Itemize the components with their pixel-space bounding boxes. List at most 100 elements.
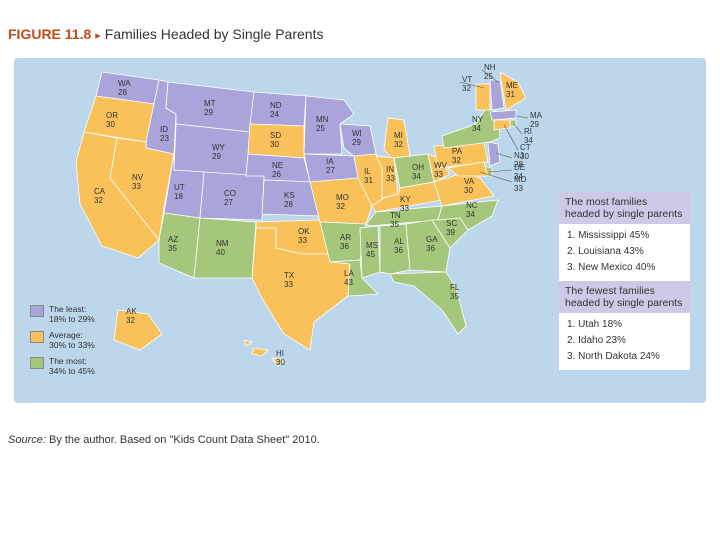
- state-value-mn: 25: [316, 124, 325, 133]
- state-value-id: 23: [160, 134, 169, 143]
- state-abbr-tx: TX: [284, 271, 295, 280]
- legend-item-average: Average: 30% to 33%: [30, 330, 95, 350]
- state-abbr-wy: WY: [212, 143, 226, 152]
- state-value-ga: 36: [426, 244, 435, 253]
- state-abbr-la: LA: [344, 269, 354, 278]
- state-value-de: 34: [514, 172, 523, 181]
- state-abbr-ma: MA: [530, 111, 543, 120]
- state-abbr-ct: CT: [520, 143, 531, 152]
- state-abbr-co: CO: [224, 189, 236, 198]
- state-abbr-tn: TN: [390, 211, 401, 220]
- state-value-sc: 39: [446, 228, 455, 237]
- state-abbr-nc: NC: [466, 201, 478, 210]
- state-fl: [389, 271, 467, 335]
- state-value-va: 30: [464, 186, 473, 195]
- state-value-in: 33: [386, 174, 395, 183]
- state-abbr-nm: NM: [216, 239, 229, 248]
- state-abbr-fl: FL: [450, 283, 460, 292]
- state-value-md: 33: [514, 184, 523, 193]
- state-value-mi: 32: [394, 140, 403, 149]
- state-value-nc: 34: [466, 210, 475, 219]
- state-abbr-ky: KY: [400, 195, 411, 204]
- state-abbr-mn: MN: [316, 115, 329, 124]
- state-value-sd: 30: [270, 140, 279, 149]
- state-abbr-mo: MO: [336, 193, 349, 202]
- state-abbr-nd: ND: [270, 101, 282, 110]
- state-value-co: 27: [224, 198, 233, 207]
- state-value-ut: 18: [174, 192, 183, 201]
- state-nh: [489, 79, 505, 111]
- state-value-ar: 36: [340, 242, 349, 251]
- state-abbr-ms: MS: [366, 241, 378, 250]
- state-value-ks: 28: [284, 200, 293, 209]
- fewest-families-item: 3. North Dakota 24%: [567, 351, 660, 362]
- state-nj: [487, 141, 501, 167]
- state-value-ma: 29: [530, 120, 539, 129]
- fewest-families-list: 1. Utah 18% 2. Idaho 23% 3. North Dakota…: [559, 313, 690, 370]
- state-abbr-az: AZ: [168, 235, 178, 244]
- state-la: [329, 259, 379, 297]
- source-text: By the author. Based on "Kids Count Data…: [45, 434, 320, 446]
- state-value-nd: 24: [270, 110, 279, 119]
- state-az: [158, 212, 201, 279]
- leader-line-md: [479, 171, 513, 183]
- figure-arrow-icon: ▸: [95, 30, 101, 42]
- figure-caption: Families Headed by Single Parents: [104, 26, 324, 42]
- state-value-mo: 32: [336, 202, 345, 211]
- state-ma: [489, 109, 517, 121]
- state-abbr-ut: UT: [174, 183, 185, 192]
- state-md: [447, 161, 489, 177]
- state-ky: [371, 181, 443, 213]
- legend-swatch-average: [30, 331, 44, 343]
- leader-line-ct: [503, 124, 519, 151]
- state-abbr-mi: MI: [394, 131, 403, 140]
- state-abbr-de: DE: [514, 163, 525, 172]
- leader-line-nj: [495, 152, 513, 159]
- state-value-or: 30: [106, 120, 115, 129]
- rankings-box: The most families headed by single paren…: [559, 192, 690, 370]
- state-value-oh: 34: [412, 172, 421, 181]
- state-abbr-ia: IA: [326, 157, 334, 166]
- us-map: WA28OR30CA32ID23NV33MT29WY29UT18AZ35CO27…: [75, 63, 543, 367]
- state-ak: [113, 309, 163, 351]
- state-value-nh: 25: [484, 72, 493, 81]
- state-value-ri: 34: [524, 136, 533, 145]
- state-abbr-oh: OH: [412, 163, 424, 172]
- state-abbr-wv: WV: [434, 161, 448, 170]
- state-abbr-me: ME: [506, 81, 518, 90]
- state-value-ak: 32: [126, 316, 135, 325]
- state-value-wv: 33: [434, 170, 443, 179]
- state-value-pa: 32: [452, 156, 461, 165]
- state-value-ia: 27: [326, 166, 335, 175]
- fewest-families-item: 2. Idaho 23%: [567, 335, 626, 346]
- state-value-az: 35: [168, 244, 177, 253]
- figure-number: FIGURE 11.8: [8, 26, 92, 42]
- state-me: [499, 71, 527, 111]
- state-abbr-nj: NJ: [514, 151, 524, 160]
- leader-line-ma: [515, 115, 529, 119]
- state-value-nm: 40: [216, 248, 225, 257]
- state-value-ct: 30: [520, 152, 529, 161]
- fewest-families-item: 1. Utah 18%: [567, 319, 623, 330]
- map-panel: WA 28 OR 30 CA 32 ID 23 NV 33 MT 29 WY 29 UT 18 AZ 35 CO 27…: [14, 58, 706, 403]
- state-value-la: 43: [344, 278, 353, 287]
- state-al: [379, 223, 411, 275]
- state-abbr-vt: VT: [462, 75, 472, 84]
- state-abbr-ny: NY: [472, 115, 484, 124]
- state-hi: [243, 339, 285, 367]
- state-abbr-in: IN: [386, 165, 394, 174]
- state-value-me: 31: [506, 90, 515, 99]
- state-abbr-ak: AK: [126, 307, 137, 316]
- state-abbr-va: VA: [464, 177, 475, 186]
- state-value-hi: 30: [276, 358, 285, 367]
- most-families-heading: The most families headed by single paren…: [559, 192, 690, 224]
- state-nv: [109, 137, 175, 241]
- leader-line-nh: [481, 69, 499, 83]
- state-value-il: 31: [364, 176, 373, 185]
- state-abbr-mt: MT: [204, 99, 216, 108]
- state-abbr-ca: CA: [94, 187, 106, 196]
- most-families-item: 1. Mississippi 45%: [567, 230, 650, 241]
- state-abbr-ri: RI: [524, 127, 532, 136]
- state-abbr-il: IL: [364, 167, 371, 176]
- state-value-mt: 29: [204, 108, 213, 117]
